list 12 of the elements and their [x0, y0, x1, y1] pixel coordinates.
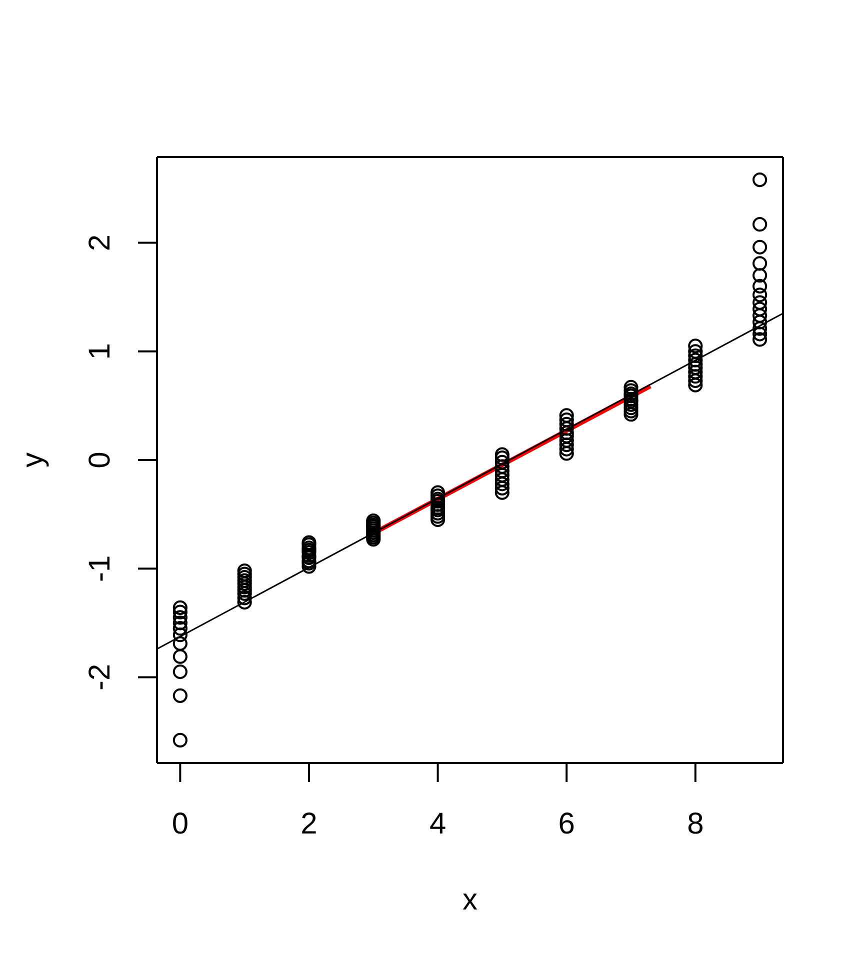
x-tick-label: 6	[558, 808, 575, 840]
y-tick-label: -2	[84, 664, 116, 691]
x-tick-label: 8	[687, 808, 704, 840]
x-tick-label: 4	[429, 808, 446, 840]
y-tick-label: 0	[84, 452, 116, 468]
x-axis-title: x	[462, 884, 478, 916]
y-axis-title: y	[16, 452, 50, 468]
y-tick-label: -1	[84, 555, 116, 582]
x-tick-label: 0	[172, 808, 189, 840]
y-tick-label: 2	[84, 234, 116, 252]
x-tick-label: 2	[300, 808, 318, 840]
y-tick-label: 1	[84, 343, 116, 360]
